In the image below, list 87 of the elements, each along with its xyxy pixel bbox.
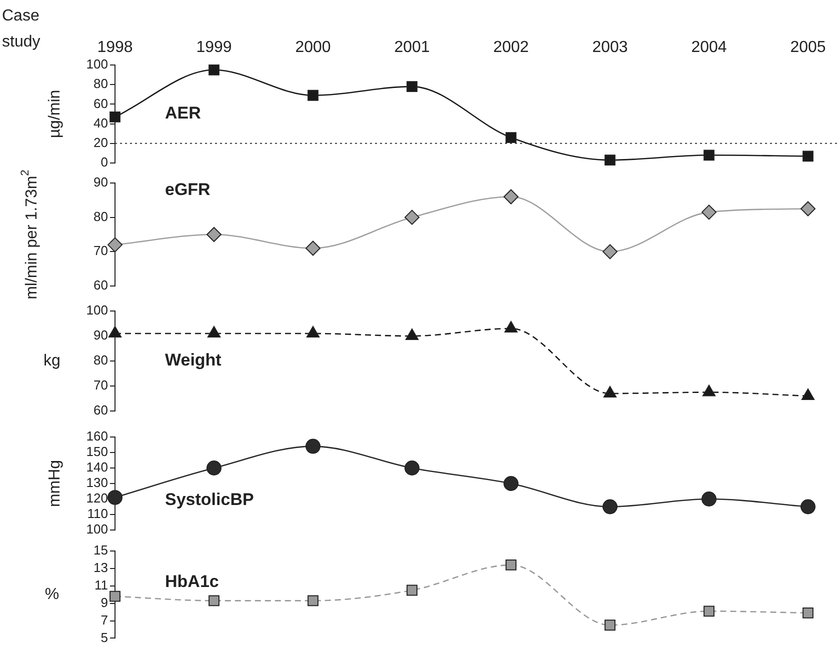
x-tick-label: 2000 — [295, 38, 331, 56]
point — [801, 388, 815, 400]
point — [802, 607, 814, 618]
y-tick-label: 90 — [94, 174, 108, 190]
y-axis-title: mmHg — [46, 460, 64, 508]
point — [308, 90, 318, 101]
point — [108, 237, 122, 252]
y-tick-label: 140 — [86, 460, 108, 475]
point — [506, 560, 516, 570]
point — [504, 476, 518, 491]
point — [602, 499, 618, 514]
point — [802, 150, 814, 162]
point — [800, 201, 816, 216]
y-tick-label: 150 — [86, 444, 108, 460]
y-tick-label: 100 — [86, 302, 108, 318]
y-tick-label: 110 — [87, 506, 108, 522]
y-tick-label: 130 — [86, 475, 108, 490]
y-tick-label: 100 — [86, 522, 108, 537]
point — [602, 244, 618, 260]
x-tick-label: 2005 — [790, 38, 826, 56]
y-tick-label: 80 — [94, 352, 108, 368]
x-tick-label: 1999 — [196, 38, 232, 56]
y-tick-label: 60 — [94, 278, 108, 293]
series-label: SystolicBP — [165, 490, 254, 509]
point — [404, 210, 420, 225]
point — [506, 132, 516, 143]
y-tick-label: 20 — [94, 134, 108, 150]
y-tick-label: 15 — [94, 542, 108, 558]
point — [504, 321, 518, 332]
y-tick-label: 80 — [94, 208, 108, 224]
y-tick-label: 100 — [86, 56, 108, 72]
y-tick-label: 7 — [100, 612, 108, 628]
x-tick-label: 2004 — [691, 38, 727, 56]
point — [704, 606, 714, 617]
y-tick-label: 70 — [94, 243, 108, 258]
series-label: HbA1c — [165, 572, 219, 592]
point — [306, 240, 320, 256]
x-tick-label: 1998 — [97, 38, 133, 56]
point — [108, 490, 122, 505]
point — [504, 189, 518, 204]
point — [306, 438, 320, 454]
point — [206, 227, 222, 242]
y-axis-title: ml/min per 1.73m2 — [20, 170, 40, 300]
y-tick-label: 60 — [94, 96, 108, 111]
point — [405, 328, 419, 340]
point — [800, 499, 816, 514]
series-label: Weight — [165, 350, 222, 370]
point — [603, 386, 617, 398]
point — [306, 326, 320, 338]
point — [604, 154, 616, 166]
y-tick-label: 5 — [100, 630, 108, 645]
y-tick-label: 60 — [94, 402, 108, 418]
point — [406, 81, 418, 92]
point — [108, 326, 122, 338]
y-tick-label: 11 — [94, 577, 108, 592]
y-tick-label: 90 — [94, 328, 108, 343]
point — [110, 111, 120, 122]
y-tick-label: 80 — [94, 76, 108, 92]
y-tick-label: 0 — [100, 154, 108, 170]
point — [702, 204, 716, 220]
point — [206, 460, 222, 476]
y-tick-label: 13 — [94, 560, 108, 576]
y-tick-label: 160 — [86, 428, 108, 444]
y-axis-title: % — [44, 586, 60, 604]
y-axis-title: kg — [44, 352, 60, 370]
point — [704, 150, 714, 161]
point — [308, 595, 318, 606]
y-tick-label: 9 — [100, 594, 108, 610]
point — [207, 326, 221, 338]
point — [110, 590, 120, 602]
x-tick-label: 2003 — [592, 38, 628, 56]
x-tick-label: 2002 — [493, 38, 529, 56]
y-tick-label: 40 — [94, 115, 108, 130]
series-label: eGFR — [165, 180, 210, 199]
point — [404, 460, 420, 476]
x-axis-title: Case study — [2, 7, 40, 50]
point — [702, 384, 716, 396]
series-label: AER — [165, 104, 201, 123]
point — [702, 492, 716, 506]
y-tick-label: 70 — [94, 378, 108, 393]
y-tick-label: 120 — [86, 490, 108, 506]
x-tick-label: 2001 — [394, 38, 430, 56]
point — [604, 620, 616, 631]
point — [406, 584, 418, 596]
point — [208, 595, 220, 606]
y-axis-title: µg/min — [46, 90, 64, 138]
point — [208, 64, 220, 76]
